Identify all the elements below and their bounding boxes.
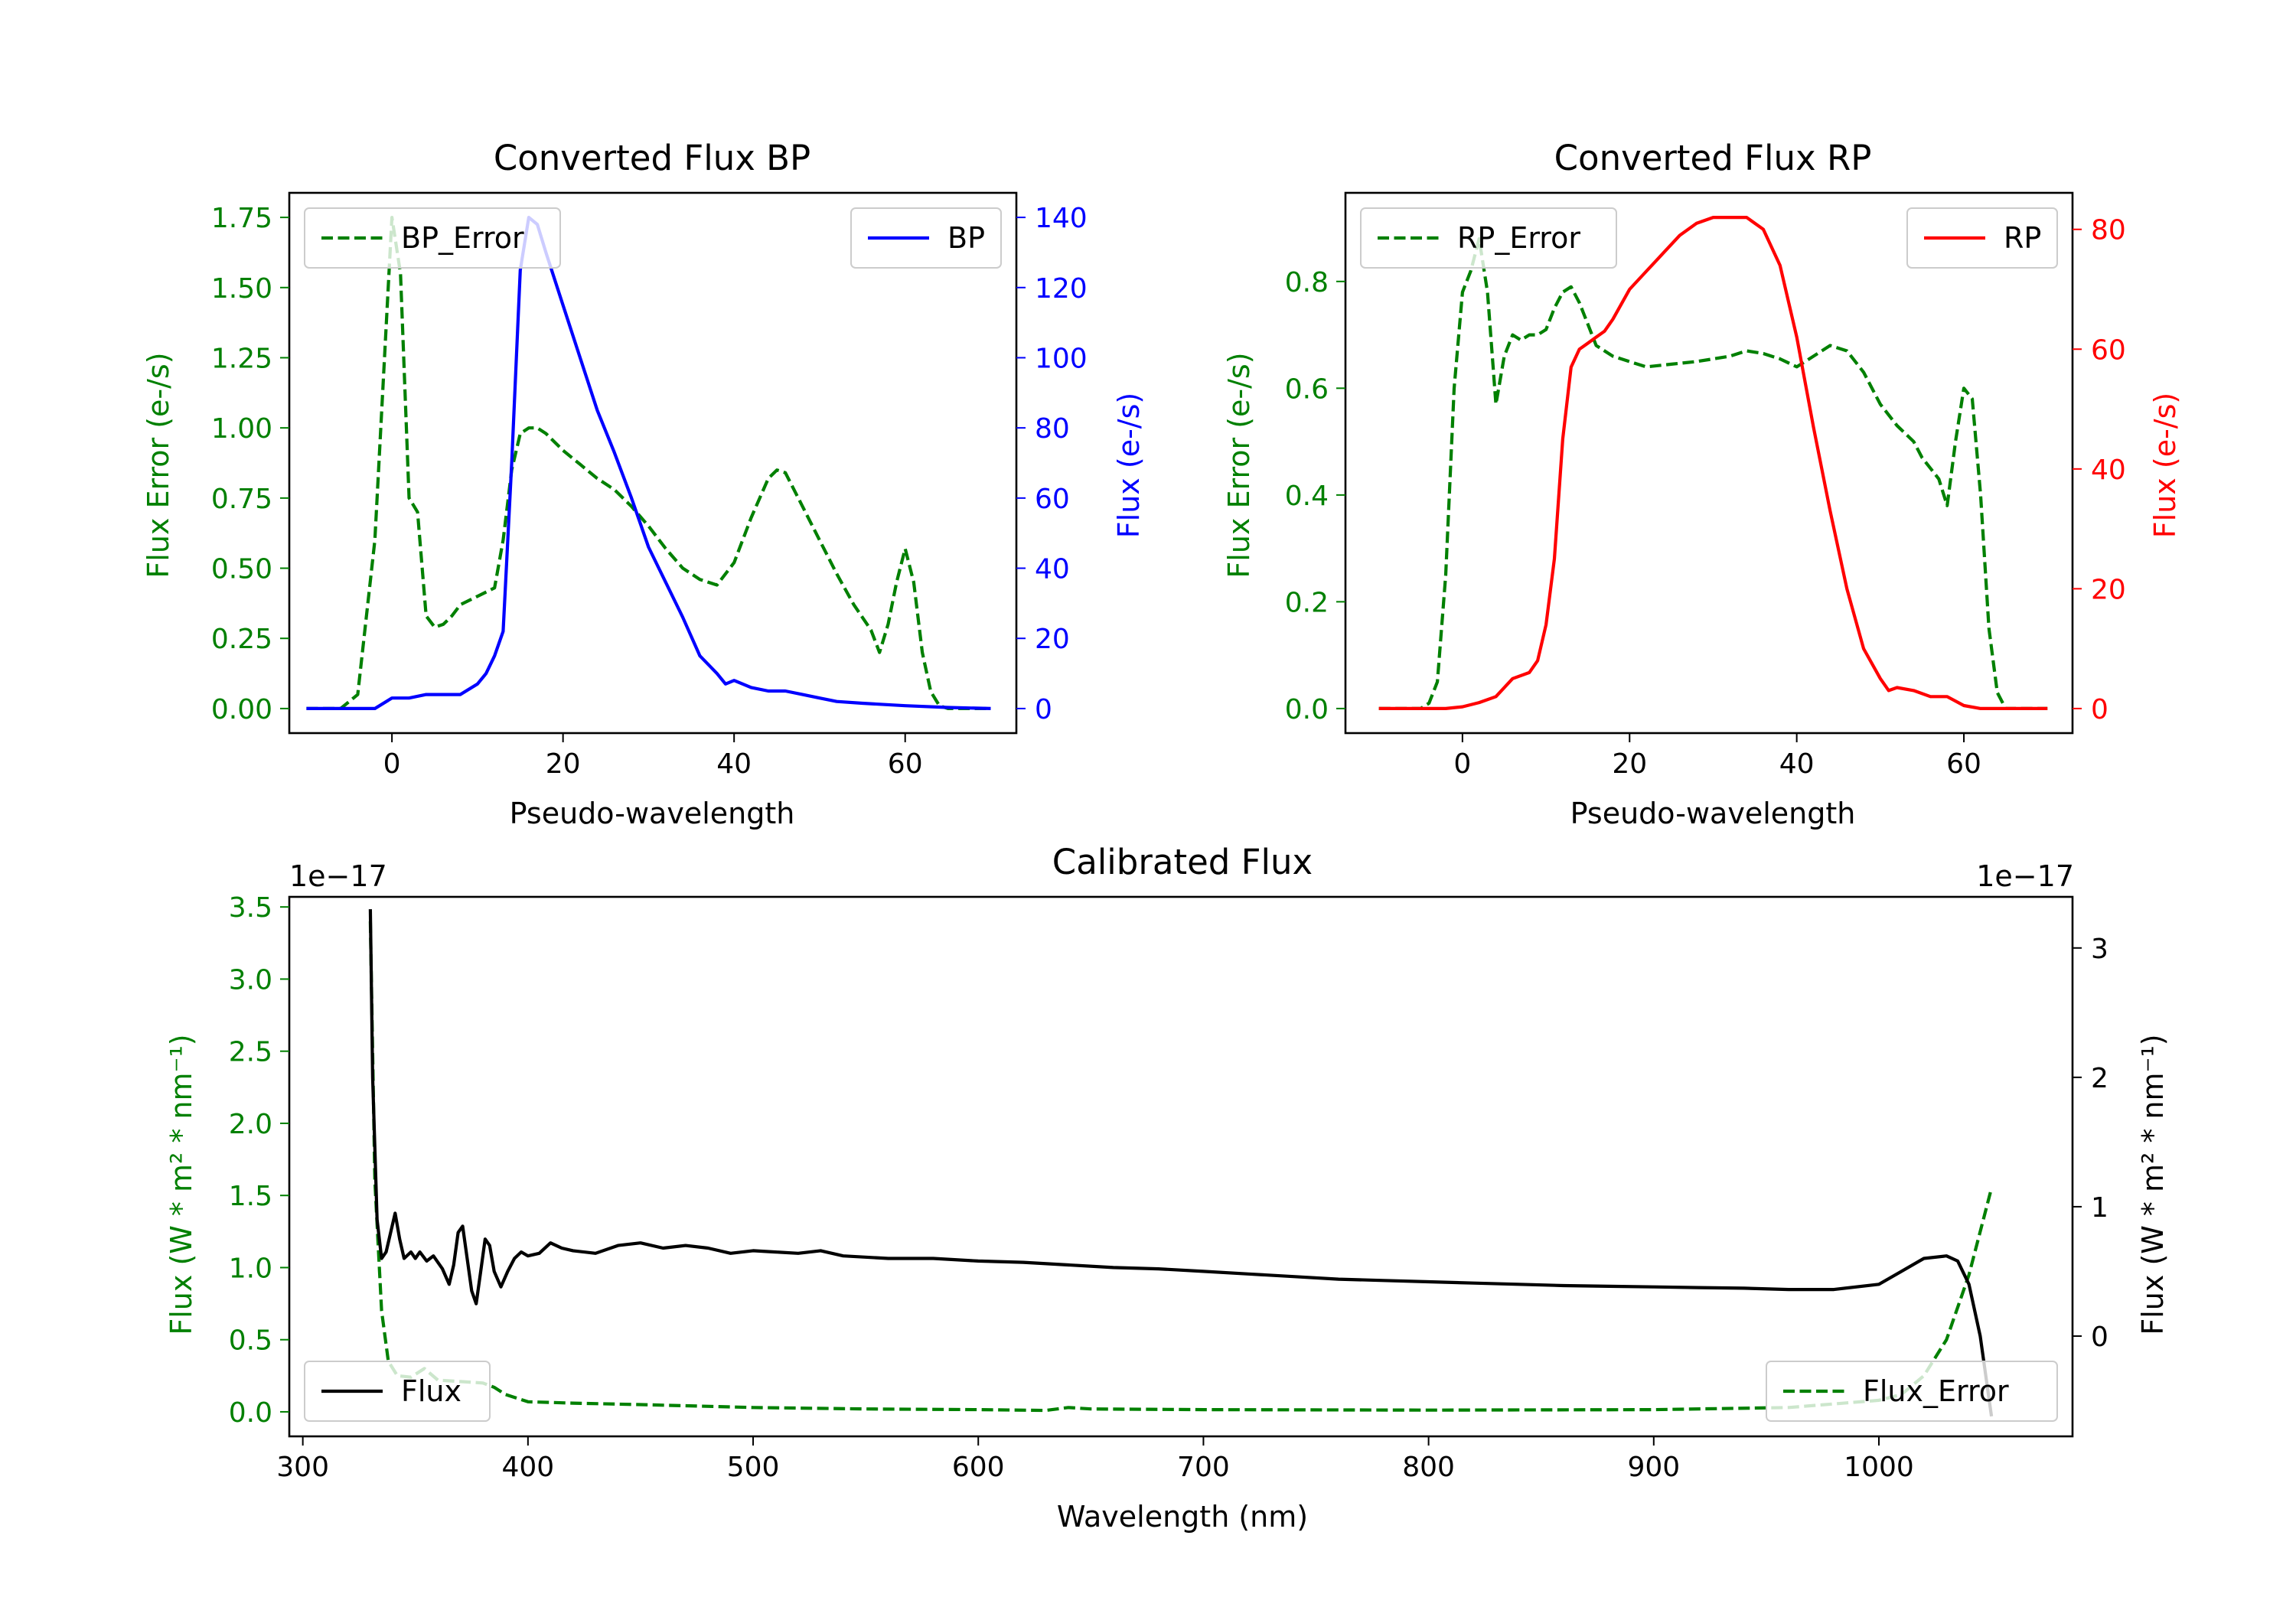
left-axis-label: Flux (W * m² * nm⁻¹): [165, 1034, 198, 1335]
right-tick-label: 60: [1035, 484, 1070, 515]
x-tick-label: 20: [1612, 748, 1647, 780]
left-tick-label: 3.5: [229, 892, 272, 924]
right-tick-label: 20: [2091, 574, 2126, 605]
left-tick-label: 0.0: [1285, 694, 1329, 725]
legend-box: [1766, 1361, 2058, 1422]
legend-label: Flux: [401, 1374, 461, 1408]
plot-area-calibrated: 300 400 500 600 700 800 900 1000 0.0 0.5 1.0 1.5 2.0…: [229, 892, 2108, 1483]
x-tick-label: 1000: [1844, 1452, 1914, 1483]
series-line-rp: [1378, 216, 2048, 711]
legend-rp: RP: [1906, 207, 2058, 269]
x-tick-label: 300: [276, 1452, 329, 1483]
left-tick-label: 1.0: [229, 1253, 272, 1284]
right-tick-label: 0: [2091, 694, 2108, 725]
left-tick-label: 0.4: [1285, 481, 1329, 512]
x-tick-label: 40: [716, 748, 752, 780]
left-axis-label: Flux Error (e-/s): [1222, 352, 1256, 578]
left-tick-label: 1.50: [211, 273, 272, 305]
legend-label: RP: [2004, 221, 2041, 255]
legend-flux: Flux: [304, 1361, 491, 1422]
chart-title: Converted Flux RP: [1554, 138, 1872, 178]
left-tick-label: 1.25: [211, 343, 272, 374]
left-tick-label: 0.8: [1285, 267, 1329, 298]
x-axis-label: Pseudo-wavelength: [1570, 797, 1856, 830]
x-tick-label: 20: [546, 748, 581, 780]
right-tick-label: 80: [2091, 215, 2126, 246]
right-axis-label: Flux (e-/s): [2148, 393, 2182, 538]
x-tick-label: 40: [1779, 748, 1815, 780]
axes-frame: [288, 895, 2074, 1438]
plot-area-bp: 0 20 40 60 0.00 0.25 0.50 0.75 1.00 1.25 1.50 1.75 0…: [211, 191, 1088, 780]
right-tick-label: 20: [1035, 624, 1070, 655]
right-tick-label: 100: [1035, 343, 1088, 374]
x-tick-label: 600: [952, 1452, 1005, 1483]
right-offset-text: 1e−17: [1976, 859, 2074, 893]
legend-label: RP_Error: [1457, 221, 1580, 255]
legend-bp: BP: [850, 207, 1002, 269]
left-tick-label: 0.75: [211, 484, 272, 515]
x-tick-label: 700: [1177, 1452, 1230, 1483]
left-axis-label: Flux Error (e-/s): [142, 352, 175, 578]
x-tick-label: 0: [1453, 748, 1471, 780]
right-tick-label: 40: [2091, 455, 2126, 486]
x-tick-label: 60: [888, 748, 923, 780]
right-tick-label: 60: [2091, 334, 2126, 366]
series-line-bp: [306, 216, 991, 711]
left-tick-label: 2.5: [229, 1037, 272, 1068]
x-tick-label: 900: [1627, 1452, 1680, 1483]
series-line-flux: [368, 909, 1994, 1417]
right-tick-label: 0: [1035, 694, 1052, 725]
panel-bp: Converted Flux BP 0 20 40 60 0.00 0.25 0.50 0.7…: [142, 138, 1146, 830]
left-tick-label: 0.0: [229, 1397, 272, 1429]
left-tick-label: 0.5: [229, 1325, 272, 1357]
legend-box: [304, 1361, 491, 1422]
right-tick-label: 3: [2091, 934, 2108, 965]
left-tick-label: 0.6: [1285, 373, 1329, 405]
x-tick-label: 800: [1402, 1452, 1455, 1483]
left-tick-label: 0.50: [211, 554, 272, 585]
right-tick-label: 1: [2091, 1192, 2108, 1224]
chart-title: Calibrated Flux: [1052, 842, 1313, 882]
right-tick-label: 120: [1035, 273, 1088, 305]
right-tick-label: 0: [2091, 1322, 2108, 1353]
left-tick-label: 2.0: [229, 1109, 272, 1140]
x-tick-label: 500: [727, 1452, 780, 1483]
axes-frame: [1344, 191, 2074, 735]
left-tick-label: 1.00: [211, 413, 272, 445]
legend-bp-error: BP_Error: [304, 207, 561, 269]
panel-calibrated: Calibrated Flux 300 400 500 600 700 800 900 100…: [165, 842, 2170, 1534]
legend-label: BP: [947, 221, 985, 255]
plot-area-rp: 0 20 40 60 0.0 0.2 0.4 0.6 0.8 0 20 40 60 80 RP_Error R…: [1285, 191, 2126, 780]
chart-title: Converted Flux BP: [494, 138, 810, 178]
left-tick-label: 0.2: [1285, 587, 1329, 618]
x-tick-label: 400: [501, 1452, 554, 1483]
x-tick-label: 60: [1946, 748, 1981, 780]
legend-label: BP_Error: [401, 221, 524, 255]
panel-rp: Converted Flux RP 0 20 40 60 0.0 0.2 0.4 0.6 0.8…: [1222, 138, 2182, 830]
legend-flux-error: Flux_Error: [1766, 1361, 2058, 1422]
legend-box: [1360, 207, 1617, 269]
left-tick-label: 1.75: [211, 203, 272, 234]
series-line-bp-error: [306, 216, 991, 711]
series-line-rp-error: [1378, 236, 2048, 711]
x-axis-label: Pseudo-wavelength: [510, 797, 795, 830]
x-axis-label: Wavelength (nm): [1057, 1500, 1308, 1534]
right-tick-label: 40: [1035, 554, 1070, 585]
legend-rp-error: RP_Error: [1360, 207, 1617, 269]
left-tick-label: 0.25: [211, 624, 272, 655]
left-offset-text: 1e−17: [289, 859, 387, 893]
left-tick-label: 1.5: [229, 1181, 272, 1212]
axes-frame: [288, 191, 1018, 735]
right-axis-label: Flux (e-/s): [1112, 393, 1146, 538]
legend-box: [304, 207, 561, 269]
x-tick-label: 0: [383, 748, 401, 780]
right-tick-label: 140: [1035, 203, 1088, 234]
legend-label: Flux_Error: [1863, 1374, 2009, 1408]
right-tick-label: 80: [1035, 413, 1070, 445]
right-tick-label: 2: [2091, 1063, 2108, 1094]
right-axis-label: Flux (W * m² * nm⁻¹): [2136, 1034, 2170, 1335]
left-tick-label: 3.0: [229, 964, 272, 996]
left-tick-label: 0.00: [211, 694, 272, 725]
